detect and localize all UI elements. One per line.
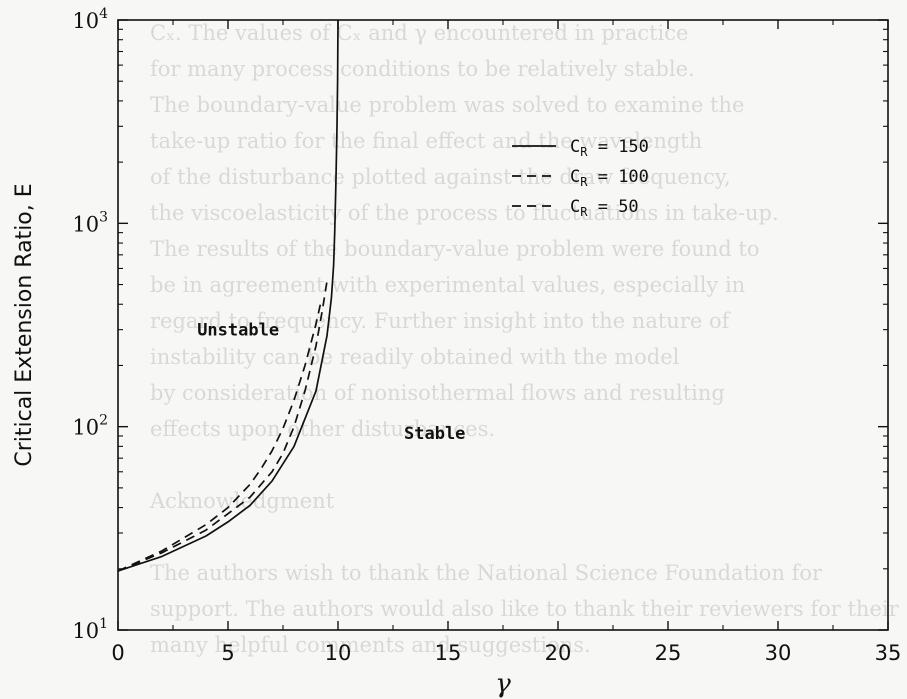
y-axis-label: Critical Extension Ratio, E [12, 183, 37, 466]
y-tick-label: 103 [72, 209, 108, 236]
series-cr-150 [117, 19, 339, 572]
series-layer [117, 19, 339, 572]
legend-label-50: CR = 50 [570, 197, 639, 219]
x-tick-label: 35 [875, 641, 902, 665]
x-tick-label: 10 [325, 641, 352, 665]
series-cr-100 [117, 280, 328, 572]
legend-label-150: CR = 150 [570, 137, 649, 159]
y-tick-label: 102 [72, 413, 108, 440]
x-tick-label: 30 [765, 641, 792, 665]
legend-label-100: CR = 100 [570, 167, 649, 189]
series-cr-50 [117, 304, 322, 572]
legend: CR = 150 CR = 100 CR = 50 [512, 137, 649, 219]
x-tick-label: 25 [655, 641, 682, 665]
x-tick-label: 0 [111, 641, 124, 665]
region-annotations: Unstable Stable [197, 321, 465, 444]
y-tick-label: 101 [72, 616, 108, 643]
axis-labels: γ Critical Extension Ratio, E [12, 183, 511, 699]
x-tick-label: 5 [221, 641, 234, 665]
annotation-unstable: Unstable [197, 321, 279, 341]
x-tick-label: 15 [435, 641, 462, 665]
y-tick-label: 104 [72, 6, 108, 33]
annotation-stable: Stable [404, 424, 465, 444]
x-tick-label: 20 [545, 641, 572, 665]
axis-ticks: 0 5 10 15 20 25 30 35 101 102 103 104 [72, 6, 901, 665]
x-axis-label: γ [495, 669, 511, 699]
